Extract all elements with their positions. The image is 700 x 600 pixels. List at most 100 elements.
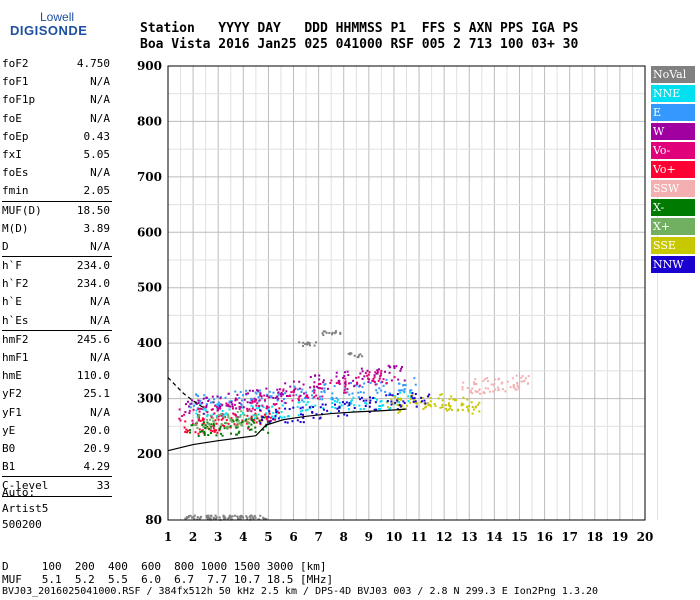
data-point	[202, 408, 205, 411]
data-point	[344, 385, 347, 388]
x-tick-label: 16	[536, 530, 553, 544]
data-point	[403, 379, 406, 382]
data-point	[221, 403, 224, 406]
data-point	[223, 517, 226, 520]
data-point	[433, 403, 436, 406]
data-point	[474, 390, 477, 393]
data-point	[324, 330, 327, 333]
data-point	[225, 404, 228, 407]
data-point	[323, 387, 326, 390]
data-point	[361, 386, 364, 389]
data-point	[233, 514, 236, 517]
data-point	[424, 402, 427, 405]
data-point	[227, 415, 230, 418]
data-point	[197, 416, 200, 419]
param-row: D N/A	[0, 238, 112, 256]
data-point	[400, 367, 403, 370]
data-point	[362, 391, 365, 394]
data-point	[339, 332, 342, 335]
data-point	[427, 395, 430, 398]
data-point	[396, 404, 399, 407]
data-point	[266, 395, 269, 398]
data-point	[238, 405, 241, 408]
data-point	[289, 385, 292, 388]
param-row: h`Es N/A	[0, 312, 112, 330]
data-point	[364, 371, 367, 374]
data-point	[285, 390, 288, 393]
data-point	[498, 377, 501, 380]
data-point	[472, 408, 475, 411]
data-point	[271, 415, 274, 418]
data-point	[307, 342, 310, 345]
data-point	[254, 408, 257, 411]
data-point	[239, 391, 242, 394]
data-point	[186, 431, 189, 434]
data-point	[280, 410, 283, 413]
data-point	[282, 398, 285, 401]
data-point	[312, 406, 315, 409]
data-point	[398, 382, 401, 385]
data-point	[302, 400, 305, 403]
data-point	[437, 397, 440, 400]
data-point	[277, 417, 280, 420]
data-point	[179, 419, 182, 422]
legend-item: NNE	[651, 85, 695, 102]
data-point	[221, 413, 224, 416]
data-point	[357, 376, 360, 379]
data-point	[213, 424, 216, 427]
data-point	[221, 409, 224, 412]
data-point	[191, 516, 194, 519]
data-point	[299, 407, 302, 410]
data-point	[315, 394, 318, 397]
data-point	[267, 396, 270, 399]
data-point	[265, 518, 268, 521]
data-point	[368, 405, 371, 408]
x-tick-label: 13	[461, 530, 478, 544]
data-point	[472, 381, 475, 384]
param-value: N/A	[90, 75, 110, 89]
data-point	[296, 405, 299, 408]
data-point	[238, 396, 241, 399]
data-point	[410, 389, 413, 392]
data-point	[380, 389, 383, 392]
data-point	[292, 391, 295, 394]
data-point	[259, 409, 262, 412]
data-point	[330, 333, 333, 336]
data-point	[514, 388, 517, 391]
data-point	[251, 401, 254, 404]
data-point	[428, 393, 431, 396]
data-point	[364, 405, 367, 408]
data-point	[308, 344, 311, 347]
x-tick-label: 4	[239, 530, 247, 544]
data-point	[323, 389, 326, 392]
param-name: C-level	[2, 479, 49, 493]
data-point	[288, 408, 291, 411]
data-point	[257, 400, 260, 403]
x-tick-label: 20	[637, 530, 654, 544]
data-point	[399, 409, 402, 412]
data-point	[359, 408, 362, 411]
data-point	[381, 380, 384, 383]
data-point	[213, 398, 216, 401]
data-point	[334, 331, 337, 334]
data-point	[486, 380, 489, 383]
data-point	[420, 400, 423, 403]
data-point	[521, 375, 524, 378]
data-point	[339, 331, 342, 334]
param-row: foF1 N/A	[0, 73, 112, 91]
data-point	[280, 400, 283, 403]
data-point	[321, 403, 324, 406]
data-point	[362, 399, 365, 402]
param-value: N/A	[90, 166, 110, 180]
data-point	[369, 381, 372, 384]
data-point	[349, 382, 352, 385]
data-point	[261, 415, 264, 418]
data-point	[183, 426, 186, 429]
data-point	[284, 382, 287, 385]
data-point	[487, 387, 490, 390]
data-point	[245, 422, 248, 425]
x-tick-label: 6	[289, 530, 297, 544]
data-point	[429, 396, 432, 399]
data-point	[186, 400, 189, 403]
data-point	[478, 401, 481, 404]
